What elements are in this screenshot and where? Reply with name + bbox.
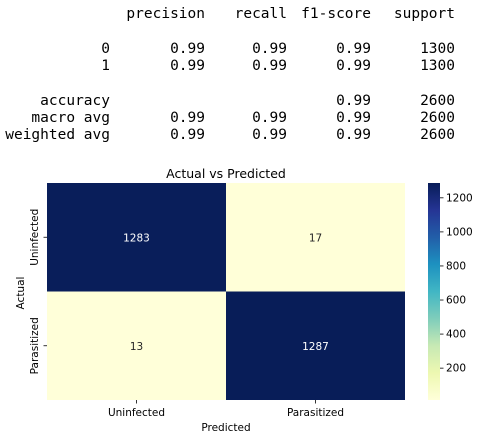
heatmap-cell [226,183,405,292]
report-header: support [393,6,455,22]
report-cell: 0.99 [336,127,371,143]
report-row-label: 0 [101,41,110,57]
report-cell: 0.99 [336,41,371,57]
report-cell: 1300 [420,58,455,74]
report-row-label: 1 [101,58,110,74]
x-tick-label: Parasitized [287,407,344,419]
report-row-label: macro avg [31,110,110,126]
colorbar-tick-label: 200 [446,363,466,375]
report-cell: 0.99 [252,58,287,74]
classification-report: precision recall f1-score support 0 0.99 0.99 0… [0,0,486,150]
report-cell: 0.99 [170,58,205,74]
colorbar-tick-label: 600 [446,295,466,307]
report-cell: 0.99 [170,110,205,126]
report-header: precision [126,6,205,22]
confusion-matrix-heatmap: Actual vs Predicted 1283 17 13 1287 Uninfect… [15,166,473,434]
x-axis-label: Predicted [201,422,250,434]
report-row-label: accuracy [40,93,110,109]
report-row-label: weighted avg [5,127,110,143]
y-axis-label: Actual [15,277,27,310]
report-cell: 1300 [420,41,455,57]
report-cell: 0.99 [252,41,287,57]
y-tick-label: Parasitized [29,317,41,374]
y-tick-label: Uninfected [29,209,41,266]
chart-title: Actual vs Predicted [166,166,286,181]
report-cell: 0.99 [252,127,287,143]
report-header: recall [234,6,287,22]
report-cell: 2600 [420,93,455,109]
report-cell: 0.99 [170,127,205,143]
heatmap-cell-value: 1283 [123,232,150,244]
heatmap-cell [47,291,226,400]
report-cell: 2600 [420,110,455,126]
report-cell: 0.99 [336,58,371,74]
colorbar-tick-label: 1000 [446,226,473,238]
colorbar-tick-label: 1200 [446,192,473,204]
report-cell: 0.99 [252,110,287,126]
report-cell: 2600 [420,127,455,143]
colorbar-tick-label: 800 [446,260,466,272]
report-cell: 0.99 [336,110,371,126]
heatmap-cell-value: 17 [309,232,322,244]
colorbar [428,183,440,400]
report-cell: 0.99 [336,93,371,109]
x-tick-label: Uninfected [108,407,165,419]
heatmap-cell-value: 1287 [302,341,329,353]
heatmap-cell [47,183,226,292]
heatmap-cell-value: 13 [130,341,143,353]
report-header: f1-score [301,6,371,22]
colorbar-tick-label: 400 [446,329,466,341]
heatmap-cell [226,291,405,400]
report-cell: 0.99 [170,41,205,57]
